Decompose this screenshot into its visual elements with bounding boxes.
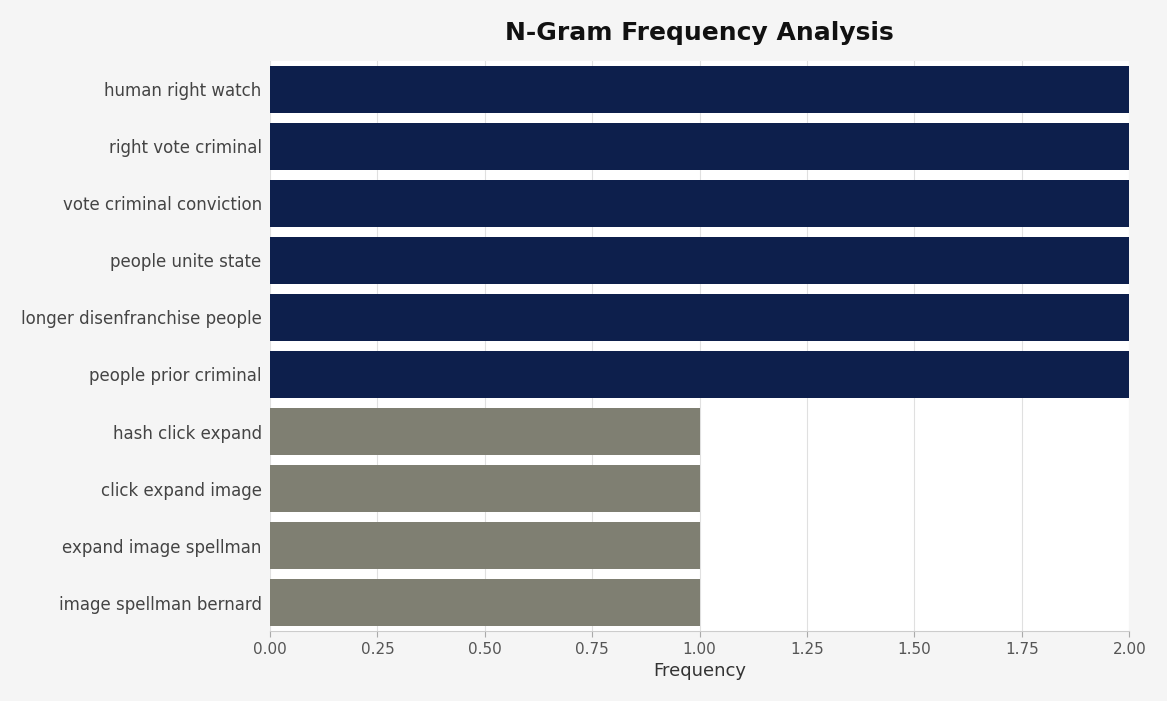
Bar (270, 294, 1130, 341)
Bar (270, 522, 700, 569)
Bar (270, 351, 1130, 398)
Bar (270, 123, 1130, 170)
X-axis label: Frequency: Frequency (654, 662, 746, 680)
Bar (270, 66, 1130, 113)
Title: N-Gram Frequency Analysis: N-Gram Frequency Analysis (505, 21, 894, 45)
Bar (270, 465, 700, 512)
Bar (270, 408, 700, 455)
Bar (270, 579, 700, 626)
Bar (270, 237, 1130, 284)
Bar (270, 180, 1130, 226)
